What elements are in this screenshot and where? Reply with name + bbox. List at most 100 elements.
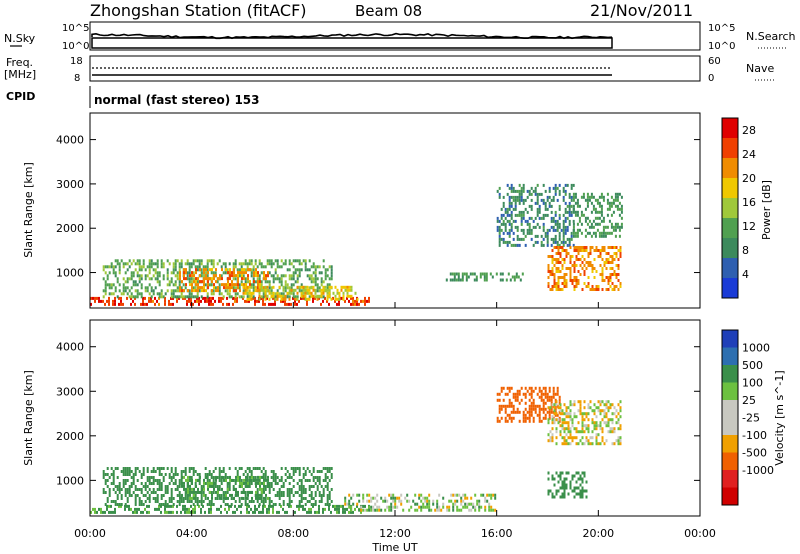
data-cell bbox=[518, 189, 521, 193]
data-cell bbox=[565, 409, 568, 413]
data-cell bbox=[260, 288, 263, 292]
data-cell bbox=[322, 285, 325, 289]
data-cell bbox=[324, 271, 327, 275]
data-cell bbox=[178, 491, 181, 494]
data-cell bbox=[466, 496, 469, 500]
data-cell bbox=[264, 291, 267, 295]
data-cell bbox=[532, 404, 535, 408]
data-cell bbox=[452, 493, 455, 497]
data-cell bbox=[418, 496, 421, 500]
data-cell bbox=[455, 278, 458, 282]
data-cell bbox=[144, 500, 147, 503]
data-cell bbox=[516, 237, 519, 241]
data-cell bbox=[562, 213, 565, 217]
data-cell bbox=[310, 494, 313, 497]
data-cell bbox=[510, 201, 513, 205]
data-cell bbox=[201, 289, 203, 293]
data-cell bbox=[254, 507, 256, 511]
data-cell bbox=[158, 283, 161, 287]
data-cell bbox=[280, 292, 283, 296]
data-cell bbox=[199, 268, 201, 272]
data-cell bbox=[206, 274, 209, 278]
data-cell bbox=[514, 213, 517, 217]
data-cell bbox=[110, 504, 112, 508]
data-cell bbox=[210, 504, 212, 508]
data-cell bbox=[426, 502, 429, 506]
data-cell bbox=[213, 481, 215, 485]
data-cell bbox=[298, 479, 301, 482]
data-cell bbox=[206, 476, 209, 479]
data-cell bbox=[245, 478, 247, 482]
data-cell bbox=[176, 488, 179, 491]
data-cell bbox=[306, 297, 309, 301]
data-cell bbox=[420, 493, 423, 497]
data-cell bbox=[304, 268, 307, 272]
data-cell bbox=[555, 270, 558, 273]
data-cell bbox=[376, 505, 379, 509]
data-cell bbox=[280, 504, 282, 508]
data-cell bbox=[257, 496, 259, 500]
data-cell bbox=[603, 421, 606, 425]
data-cell bbox=[249, 490, 251, 494]
data-cell bbox=[268, 503, 271, 506]
data-cell bbox=[528, 228, 531, 232]
data-cell bbox=[172, 497, 175, 500]
data-cell bbox=[212, 265, 215, 269]
data-cell bbox=[108, 494, 111, 497]
data-cell bbox=[607, 400, 610, 404]
data-cell bbox=[312, 479, 315, 482]
data-cell bbox=[557, 489, 560, 493]
data-cell bbox=[233, 496, 235, 500]
data-cell bbox=[394, 496, 397, 500]
data-cell bbox=[572, 219, 575, 223]
data-cell bbox=[270, 302, 272, 306]
data-cell bbox=[179, 289, 181, 293]
data-cell bbox=[610, 213, 613, 217]
data-cell bbox=[342, 507, 344, 511]
data-cell bbox=[94, 299, 96, 303]
data-cell bbox=[446, 508, 449, 512]
data-cell bbox=[146, 470, 149, 473]
noise-search-trace bbox=[91, 32, 613, 40]
data-cell bbox=[191, 487, 193, 491]
data-cell bbox=[346, 288, 349, 292]
data-cell bbox=[597, 424, 600, 428]
data-cell bbox=[592, 219, 595, 223]
data-cell bbox=[104, 491, 107, 494]
data-cell bbox=[272, 262, 275, 266]
data-cell bbox=[188, 296, 190, 300]
data-cell bbox=[532, 189, 535, 193]
data-cell bbox=[456, 499, 459, 503]
data-cell bbox=[571, 474, 574, 478]
data-cell bbox=[532, 419, 535, 423]
data-cell bbox=[597, 409, 600, 413]
data-cell bbox=[253, 274, 255, 278]
data-cell bbox=[174, 280, 177, 284]
data-cell bbox=[232, 302, 234, 306]
data-cell bbox=[189, 274, 191, 278]
data-cell bbox=[278, 277, 281, 281]
data-cell bbox=[138, 262, 141, 266]
data-cell bbox=[282, 288, 285, 292]
data-cell bbox=[302, 507, 304, 511]
data-cell bbox=[228, 504, 230, 508]
data-cell bbox=[213, 277, 215, 281]
data-cell bbox=[194, 286, 197, 290]
data-cell bbox=[106, 485, 109, 488]
data-cell bbox=[490, 493, 493, 497]
data-cell bbox=[338, 507, 340, 511]
data-cell bbox=[166, 274, 169, 278]
data-cell bbox=[508, 213, 511, 217]
data-cell bbox=[565, 249, 568, 252]
data-cell bbox=[197, 478, 199, 482]
data-cell bbox=[390, 493, 393, 497]
data-cell bbox=[584, 234, 587, 238]
data-cell bbox=[134, 510, 136, 514]
data-cell bbox=[264, 294, 267, 298]
data-cell bbox=[102, 289, 105, 293]
data-cell bbox=[544, 395, 547, 399]
data-cell bbox=[207, 277, 209, 281]
data-cell bbox=[132, 510, 134, 514]
data-cell bbox=[502, 386, 505, 390]
data-cell bbox=[222, 295, 225, 299]
